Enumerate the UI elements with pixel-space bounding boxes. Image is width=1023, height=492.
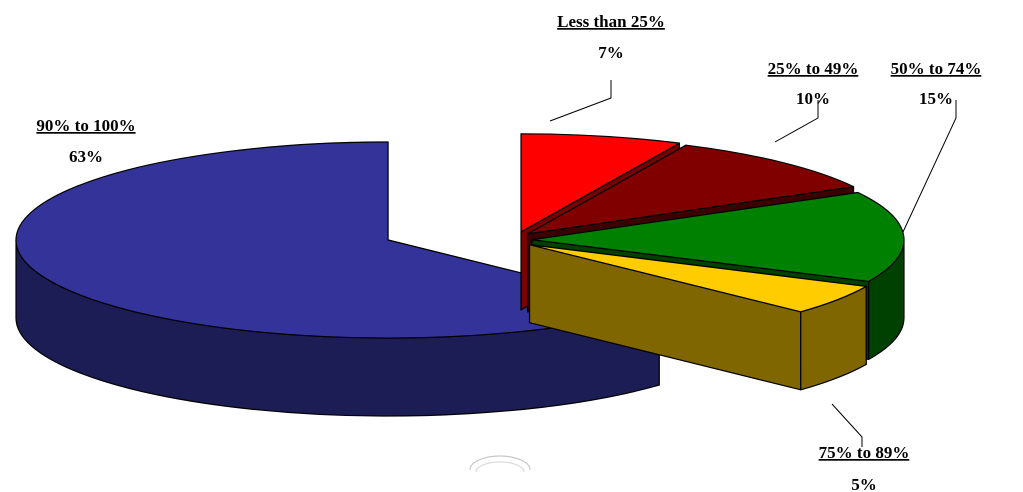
pie-slices <box>15 133 905 417</box>
slice-value-0: 7% <box>598 43 624 62</box>
slice-label-0: Less than 25% <box>557 12 665 31</box>
slice-label-3: 75% to 89% <box>819 443 910 462</box>
slice-top-4 <box>15 141 660 339</box>
leader-line-2 <box>902 100 957 233</box>
slice-value-1: 10% <box>796 89 830 108</box>
leader-line-3 <box>831 403 863 447</box>
pie-slice-3 <box>528 244 867 391</box>
slice-labels: Less than 25% 7% 25% to 49% 10% 50% to 74% 15… <box>36 12 981 492</box>
slice-top-0 <box>520 133 681 233</box>
slice-label-2: 50% to 74% <box>891 59 982 78</box>
slice-label-4: 90% to 100% <box>36 116 135 135</box>
slice-label-1: 25% to 49% <box>768 59 859 78</box>
leader-line-1 <box>774 100 819 143</box>
slice-value-3: 5% <box>851 475 877 492</box>
slice-value-2: 15% <box>919 89 953 108</box>
slice-top-3 <box>528 244 867 313</box>
slice-value-4: 63% <box>69 147 103 166</box>
pie-slice-4 <box>15 141 660 417</box>
slice-top-1 <box>526 144 855 235</box>
watermark-seal <box>469 455 531 473</box>
slice-top-2 <box>531 191 905 283</box>
leader-lines <box>549 80 957 447</box>
leader-line-0 <box>549 80 612 122</box>
